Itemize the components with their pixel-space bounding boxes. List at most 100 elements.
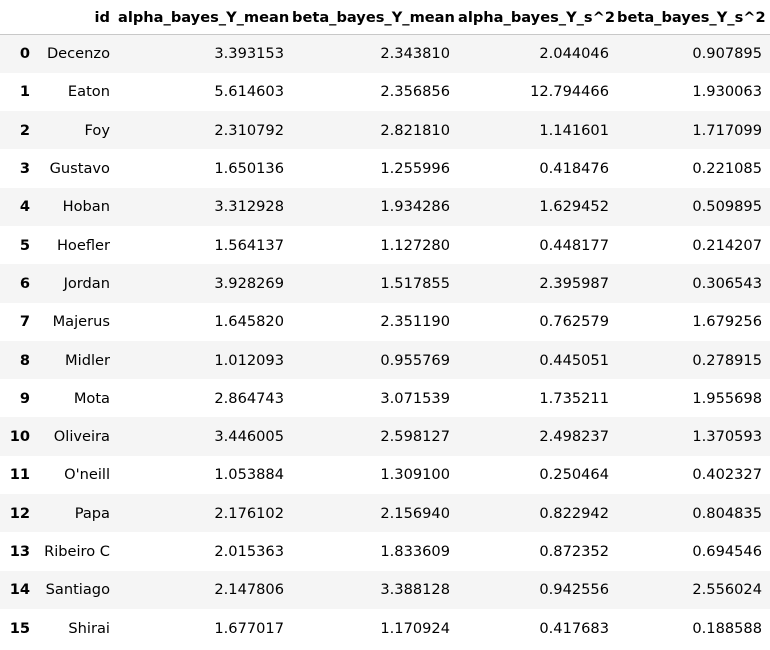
- cell-id: Hoefler: [56, 236, 110, 254]
- table-body: 0 Decenzo 3.393153 2.343810 2.044046 0.907895…: [0, 34, 770, 648]
- cell-beta-mean: 3.388128: [380, 581, 450, 599]
- cell-alpha-s2: 0.822942: [539, 504, 609, 522]
- cell-beta-mean: 2.356856: [380, 83, 450, 101]
- cell-beta-s2: 1.717099: [692, 121, 762, 139]
- row-index: 1: [19, 83, 30, 101]
- cell-alpha-mean: 5.614603: [214, 83, 284, 101]
- cell-alpha-mean: 2.147806: [214, 581, 284, 599]
- cell-beta-s2: 0.221085: [692, 160, 762, 178]
- cell-beta-mean: 1.833609: [380, 543, 450, 560]
- cell-alpha-s2: 1.735211: [539, 389, 609, 407]
- table-row: 8 Midler 1.012093 0.955769 0.445051 0.278915: [0, 340, 770, 380]
- column-header-beta-mean: beta_bayes_Y_mean: [292, 0, 458, 35]
- cell-beta-mean: 1.934286: [380, 198, 450, 216]
- cell-id: Majerus: [52, 313, 110, 331]
- cell-beta-s2: 0.214207: [692, 236, 762, 254]
- cell-alpha-mean: 2.176102: [214, 504, 284, 522]
- cell-id: Jordan: [63, 274, 110, 292]
- cell-beta-s2: 1.930063: [692, 83, 762, 101]
- cell-id: O'neill: [64, 466, 110, 484]
- column-header-index: [0, 0, 38, 35]
- cell-alpha-mean: 3.446005: [214, 428, 284, 446]
- cell-beta-mean: 1.309100: [380, 466, 450, 484]
- cell-alpha-s2: 2.498237: [539, 428, 609, 446]
- cell-beta-s2: 1.370593: [692, 428, 762, 446]
- row-index: 15: [9, 619, 30, 637]
- row-index: 3: [19, 160, 30, 178]
- row-index: 11: [9, 466, 30, 484]
- cell-alpha-s2: 0.417683: [539, 619, 609, 637]
- table-row: 0 Decenzo 3.393153 2.343810 2.044046 0.907895: [0, 34, 770, 73]
- cell-id: Papa: [74, 504, 110, 522]
- cell-alpha-s2: 1.141601: [539, 121, 609, 139]
- cell-alpha-mean: 1.650136: [214, 160, 284, 178]
- row-index: 6: [19, 274, 30, 292]
- cell-alpha-mean: 1.564137: [214, 236, 284, 254]
- table-row: 9 Mota 2.864743 3.071539 1.735211 1.955698: [0, 379, 770, 418]
- cell-id: Oliveira: [53, 428, 110, 446]
- cell-beta-mean: 2.351190: [380, 313, 450, 331]
- cell-alpha-mean: 1.053884: [214, 466, 284, 484]
- cell-beta-mean: 2.156940: [380, 504, 450, 522]
- cell-id: Foy: [84, 121, 110, 139]
- table-row: 15 Shirai 1.677017 1.170924 0.417683 0.188588: [0, 608, 770, 648]
- cell-beta-mean: 1.127280: [380, 236, 450, 254]
- cell-beta-s2: 0.306543: [692, 274, 762, 292]
- column-header-alpha-s2: alpha_bayes_Y_s^2: [458, 0, 617, 35]
- cell-alpha-s2: 0.942556: [539, 581, 609, 599]
- cell-id: Ribeiro C: [44, 543, 110, 560]
- cell-alpha-s2: 0.418476: [539, 160, 609, 178]
- cell-alpha-mean: 2.015363: [214, 543, 284, 560]
- cell-beta-s2: 2.556024: [692, 581, 762, 599]
- cell-id: Midler: [65, 351, 110, 369]
- cell-alpha-s2: 0.445051: [539, 351, 609, 369]
- cell-alpha-s2: 0.762579: [539, 313, 609, 331]
- cell-beta-mean: 1.170924: [380, 619, 450, 637]
- cell-alpha-mean: 2.310792: [214, 121, 284, 139]
- table-row: 14 Santiago 2.147806 3.388128 0.942556 2.5560…: [0, 570, 770, 609]
- row-index: 8: [19, 351, 30, 369]
- row-index: 14: [9, 581, 30, 599]
- table-row: 7 Majerus 1.645820 2.351190 0.762579 1.679256: [0, 302, 770, 341]
- cell-beta-mean: 0.955769: [380, 351, 450, 369]
- cell-beta-s2: 1.955698: [692, 389, 762, 407]
- cell-beta-s2: 0.509895: [692, 198, 762, 216]
- cell-beta-s2: 0.278915: [692, 351, 762, 369]
- cell-alpha-s2: 0.448177: [539, 236, 609, 254]
- row-index: 10: [9, 428, 30, 446]
- row-index: 7: [19, 313, 30, 331]
- cell-alpha-s2: 0.250464: [539, 466, 609, 484]
- header-row: id alpha_bayes_Y_mean beta_bayes_Y_mean …: [0, 0, 770, 35]
- cell-beta-mean: 1.517855: [380, 274, 450, 292]
- cell-id: Mota: [73, 389, 110, 407]
- cell-beta-mean: 2.598127: [380, 428, 450, 446]
- cell-beta-s2: 0.907895: [692, 45, 762, 63]
- cell-alpha-s2: 0.872352: [539, 543, 609, 560]
- row-index: 4: [19, 198, 30, 216]
- row-index: 12: [9, 504, 30, 522]
- cell-alpha-mean: 3.393153: [214, 45, 284, 63]
- cell-beta-s2: 0.188588: [692, 619, 762, 637]
- cell-beta-mean: 2.821810: [380, 121, 450, 139]
- table-row: 2 Foy 2.310792 2.821810 1.141601 1.717099: [0, 111, 770, 150]
- cell-id: Shirai: [68, 619, 110, 637]
- row-index: 2: [19, 121, 30, 139]
- cell-alpha-mean: 1.645820: [214, 313, 284, 331]
- cell-alpha-s2: 1.629452: [539, 198, 609, 216]
- cell-beta-s2: 1.679256: [692, 313, 762, 331]
- table-row: 12 Papa 2.176102 2.156940 0.822942 0.804835: [0, 494, 770, 533]
- column-header-alpha-mean: alpha_bayes_Y_mean: [118, 0, 292, 35]
- column-header-id: id: [38, 0, 118, 35]
- table-row: 13 Ribeiro C 2.015363 1.833609 0.872352 0.694…: [0, 532, 770, 571]
- cell-id: Santiago: [45, 581, 110, 599]
- cell-alpha-mean: 2.864743: [214, 389, 284, 407]
- table-row: 6 Jordan 3.928269 1.517855 2.395987 0.306543: [0, 264, 770, 303]
- table-row: 5 Hoefler 1.564137 1.127280 0.448177 0.214207: [0, 225, 770, 265]
- cell-id: Hoban: [62, 198, 110, 216]
- table-row: 4 Hoban 3.312928 1.934286 1.629452 0.509895: [0, 187, 770, 226]
- cell-beta-s2: 0.804835: [692, 504, 762, 522]
- cell-beta-mean: 1.255996: [380, 160, 450, 178]
- column-header-beta-s2: beta_bayes_Y_s^2: [617, 0, 770, 35]
- row-index: 5: [19, 236, 30, 254]
